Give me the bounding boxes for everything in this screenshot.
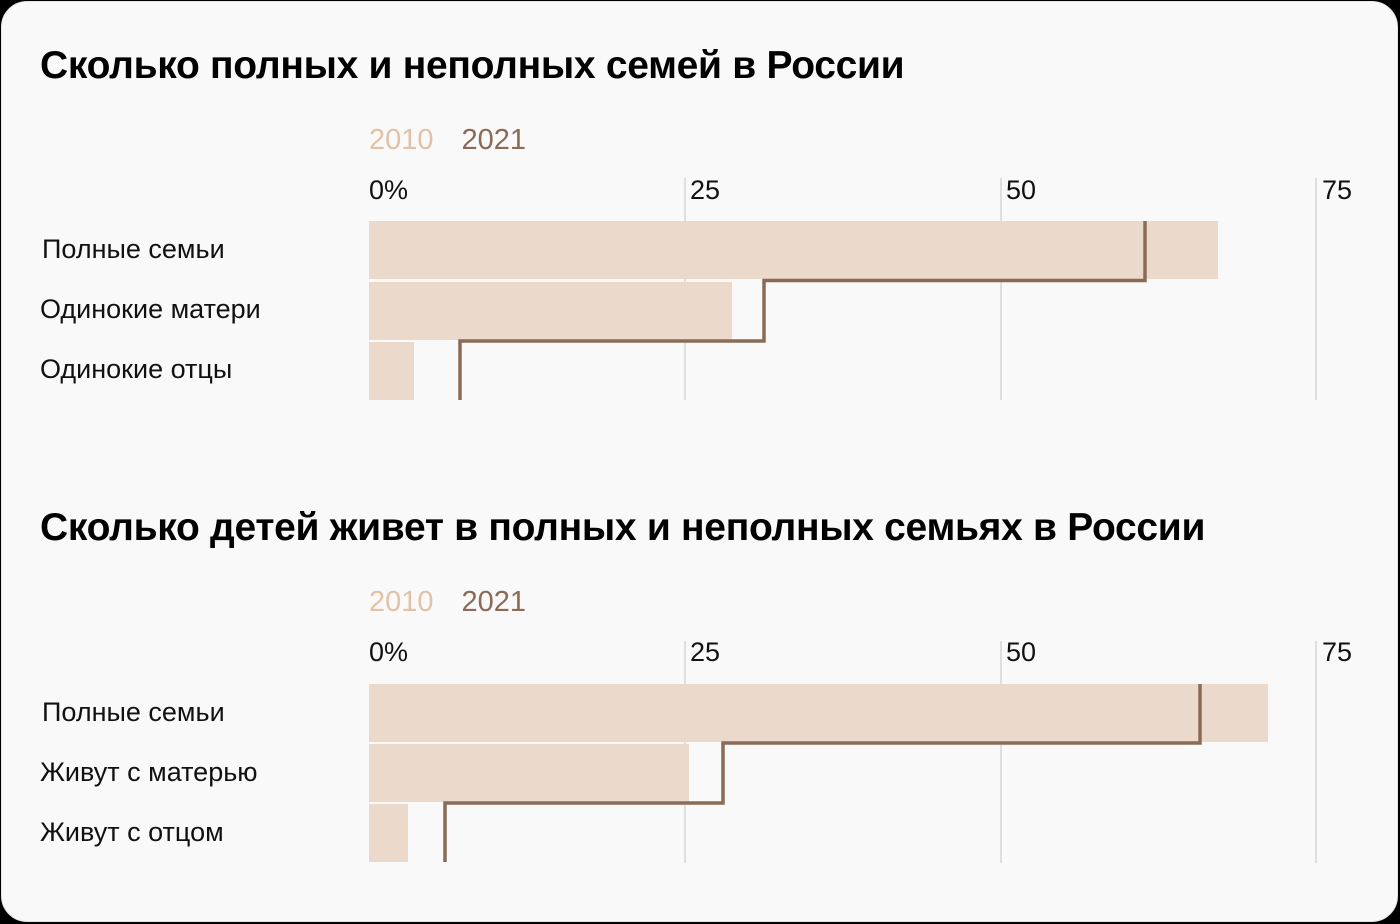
bar-2010 — [369, 684, 1268, 742]
chart-title: Сколько детей живет в полных и неполных … — [40, 506, 1206, 549]
gridline-50 — [1000, 641, 1002, 863]
tick-50: 50 — [1006, 175, 1037, 205]
tick-25: 25 — [690, 637, 721, 667]
bar-2010 — [369, 804, 408, 862]
bar-2010 — [369, 342, 414, 400]
tick-0: 0% — [369, 637, 409, 667]
bar-2010 — [369, 221, 1218, 279]
legend-2021: 2021 — [461, 586, 527, 618]
row-label: Полные семьи — [42, 234, 225, 264]
tick-50: 50 — [1006, 637, 1037, 667]
chart-title: Сколько полных и неполных семей в России — [40, 44, 905, 87]
row-label: Живут с матерью — [40, 757, 258, 787]
bar-2010 — [369, 744, 689, 802]
bar-2010 — [369, 282, 732, 340]
gridline-50 — [1000, 178, 1002, 400]
tick-25: 25 — [690, 175, 721, 205]
tick-75: 75 — [1322, 637, 1353, 667]
row-label: Одинокие матери — [40, 294, 261, 324]
legend: 2010 2021 — [369, 124, 554, 157]
row-label: Одинокие отцы — [40, 354, 233, 384]
row-label: Живут с отцом — [40, 817, 224, 847]
row-label: Полные семьи — [42, 697, 225, 727]
tick-0: 0% — [369, 175, 409, 205]
gridline-75 — [1315, 641, 1317, 863]
legend-2010: 2010 — [369, 586, 434, 618]
gridline-75 — [1315, 178, 1317, 400]
legend: 2010 2021 — [369, 586, 554, 619]
legend-2010: 2010 — [369, 124, 434, 156]
tick-75: 75 — [1322, 175, 1353, 205]
legend-2021: 2021 — [461, 124, 527, 156]
